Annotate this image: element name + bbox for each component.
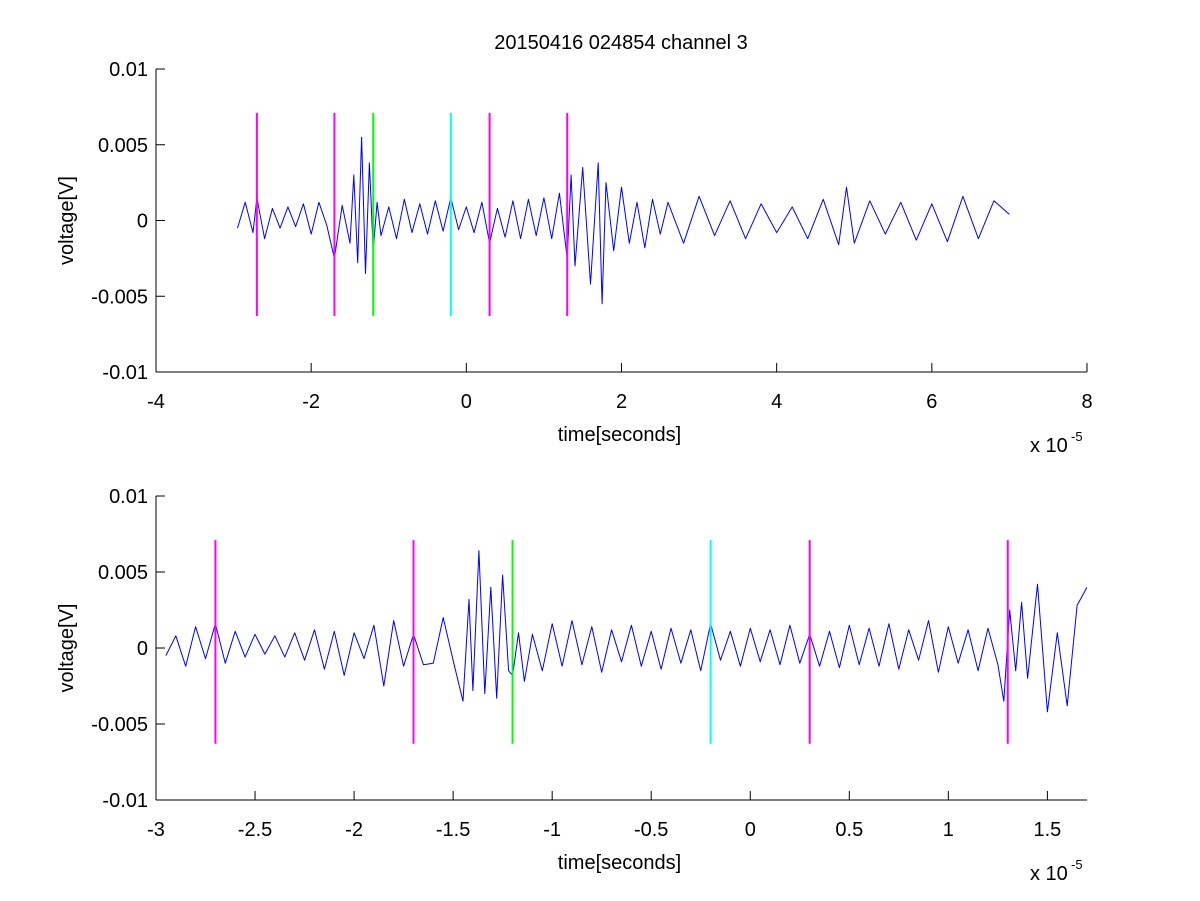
y-tick-label: 0.005 [98,135,148,157]
x-tick-label: 6 [926,391,937,413]
y-tick-label: 0 [137,638,148,660]
signal-trace [165,550,1087,713]
y-tick-label: 0.01 [109,486,148,508]
x-tick-label: -1.5 [436,819,470,841]
signal-trace [237,136,1010,305]
y-tick-label: 0.01 [109,59,148,81]
bottom-plot: -0.01 -0.005 0 0.005 0.01 -3 -2.5 -2 -1.5 -1 -0.5 0… [56,486,1087,885]
x-tick-label: 0 [745,819,756,841]
x-tick-label: -2 [345,819,363,841]
y-tick-label: -0.005 [91,286,148,308]
x-tick-label: -0.5 [634,819,668,841]
x-tick-label: 1 [943,819,954,841]
x-tick-label: -2.5 [238,819,272,841]
x-tick-label: -2 [302,391,320,413]
x-tick-label: 0.5 [835,819,863,841]
x-tick-label: -1 [543,819,561,841]
x-tick-label: 1.5 [1033,819,1061,841]
x-axis-label: time[seconds] [558,852,681,874]
y-tick-label: -0.005 [91,714,148,736]
y-axis-label: voltage[V] [56,176,78,265]
y-tick-label: -0.01 [102,790,148,812]
x-tick-label: -4 [147,391,165,413]
x-tick-label: 0 [461,391,472,413]
x-tick-label: -3 [147,819,165,841]
x-tick-label: 2 [616,391,627,413]
x-tick-label: 4 [771,391,782,413]
x-exponent-label: x 10 [1030,863,1068,885]
y-tick-label: -0.01 [102,362,148,384]
y-axis-label: voltage[V] [56,604,78,693]
x-axis-label: time[seconds] [558,424,681,446]
x-tick-label: 8 [1081,391,1092,413]
y-tick-label: 0 [137,211,148,233]
figure-title: 20150416 024854 channel 3 [494,32,748,54]
x-exponent-superscript: -5 [1071,857,1083,872]
top-plot: -0.01 -0.005 0 0.005 0.01 -4 -2 0 2 4 6 8 time[secon… [56,59,1093,457]
x-exponent-superscript: -5 [1071,429,1083,444]
y-tick-label: 0.005 [98,562,148,584]
x-exponent-label: x 10 [1030,435,1068,457]
